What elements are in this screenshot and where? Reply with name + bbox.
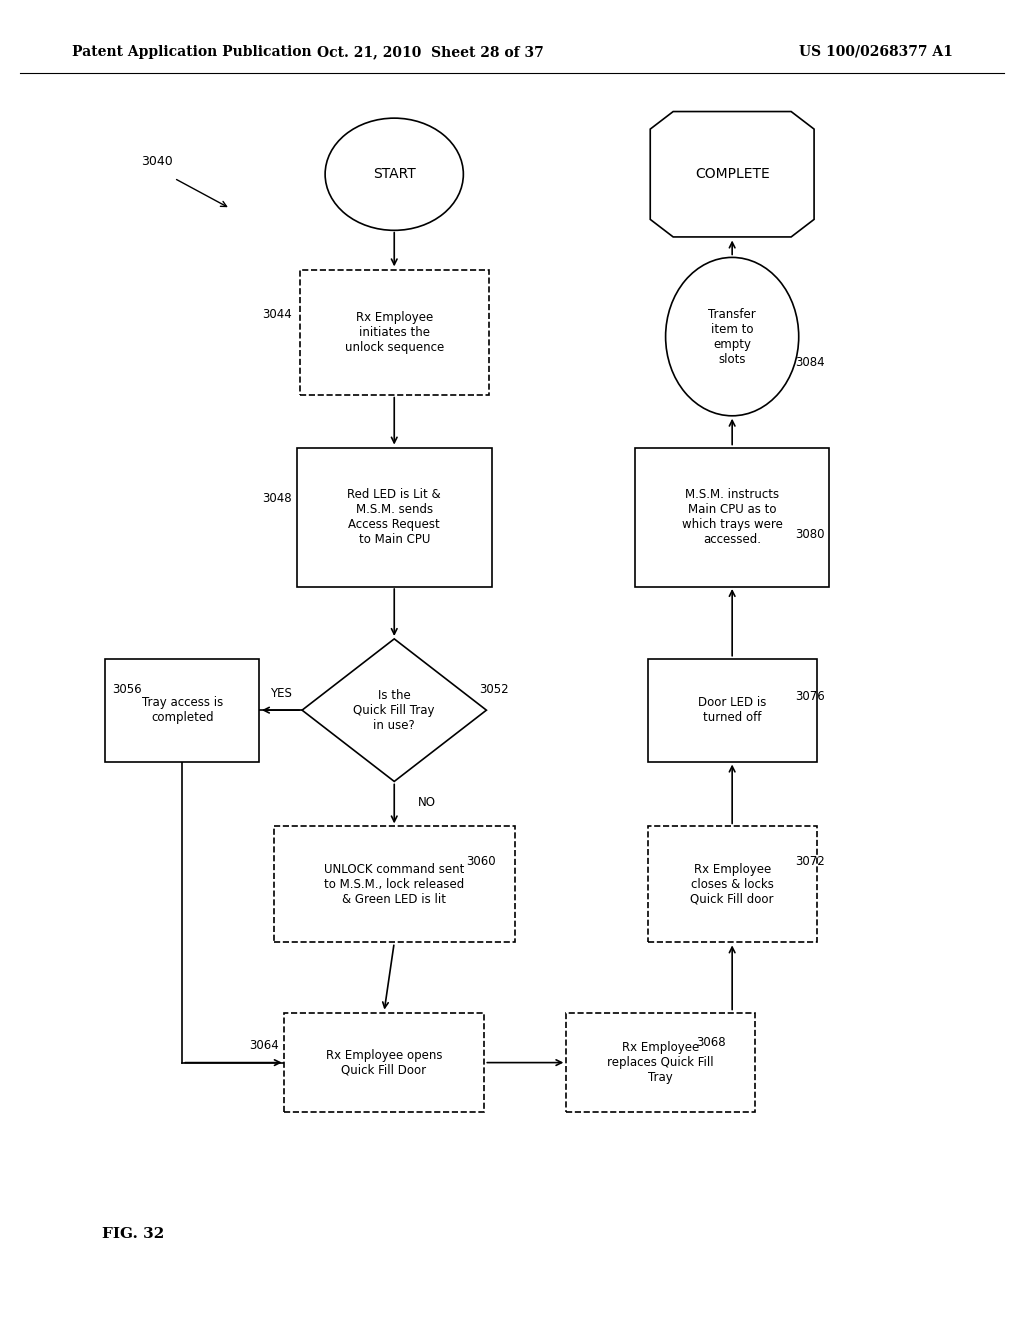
Text: 3064: 3064 bbox=[249, 1039, 279, 1052]
Text: YES: YES bbox=[269, 686, 292, 700]
Text: Transfer
item to
empty
slots: Transfer item to empty slots bbox=[709, 308, 756, 366]
Text: Rx Employee opens
Quick Fill Door: Rx Employee opens Quick Fill Door bbox=[326, 1048, 442, 1077]
Text: 3048: 3048 bbox=[262, 492, 292, 506]
Text: Door LED is
turned off: Door LED is turned off bbox=[698, 696, 766, 725]
Bar bbox=[297, 449, 492, 586]
Text: US 100/0268377 A1: US 100/0268377 A1 bbox=[799, 45, 952, 59]
Text: Rx Employee
initiates the
unlock sequence: Rx Employee initiates the unlock sequenc… bbox=[345, 312, 443, 354]
Text: 3052: 3052 bbox=[479, 682, 509, 696]
Text: UNLOCK command sent
to M.S.M., lock released
& Green LED is lit: UNLOCK command sent to M.S.M., lock rele… bbox=[324, 863, 465, 906]
Bar bbox=[284, 1014, 483, 1111]
Text: 3068: 3068 bbox=[696, 1036, 726, 1049]
Text: Red LED is Lit &
M.S.M. sends
Access Request
to Main CPU: Red LED is Lit & M.S.M. sends Access Req… bbox=[347, 488, 441, 546]
Text: Rx Employee
closes & locks
Quick Fill door: Rx Employee closes & locks Quick Fill do… bbox=[690, 863, 774, 906]
Text: 3076: 3076 bbox=[796, 690, 825, 704]
Text: 3084: 3084 bbox=[796, 356, 825, 370]
Text: Is the
Quick Fill Tray
in use?: Is the Quick Fill Tray in use? bbox=[353, 689, 435, 731]
Bar bbox=[647, 659, 817, 762]
Bar bbox=[299, 271, 489, 396]
Text: 3060: 3060 bbox=[466, 855, 496, 869]
Ellipse shape bbox=[666, 257, 799, 416]
Text: 3044: 3044 bbox=[262, 308, 292, 321]
Text: Rx Employee
replaces Quick Fill
Tray: Rx Employee replaces Quick Fill Tray bbox=[607, 1041, 714, 1084]
Bar bbox=[565, 1014, 756, 1111]
Text: Patent Application Publication: Patent Application Publication bbox=[72, 45, 311, 59]
Bar bbox=[647, 826, 817, 942]
Ellipse shape bbox=[326, 119, 464, 231]
Text: M.S.M. instructs
Main CPU as to
which trays were
accessed.: M.S.M. instructs Main CPU as to which tr… bbox=[682, 488, 782, 546]
Polygon shape bbox=[302, 639, 486, 781]
Bar bbox=[635, 449, 829, 586]
Bar bbox=[274, 826, 514, 942]
Text: START: START bbox=[373, 168, 416, 181]
Text: 3056: 3056 bbox=[113, 682, 142, 696]
Polygon shape bbox=[650, 112, 814, 238]
Text: 3040: 3040 bbox=[141, 154, 173, 168]
Text: NO: NO bbox=[418, 796, 436, 809]
Text: Tray access is
completed: Tray access is completed bbox=[141, 696, 223, 725]
Text: 3080: 3080 bbox=[796, 528, 825, 541]
Text: FIG. 32: FIG. 32 bbox=[102, 1226, 165, 1241]
Text: Oct. 21, 2010  Sheet 28 of 37: Oct. 21, 2010 Sheet 28 of 37 bbox=[316, 45, 544, 59]
Bar bbox=[105, 659, 259, 762]
Text: COMPLETE: COMPLETE bbox=[695, 168, 769, 181]
Text: 3072: 3072 bbox=[796, 855, 825, 869]
